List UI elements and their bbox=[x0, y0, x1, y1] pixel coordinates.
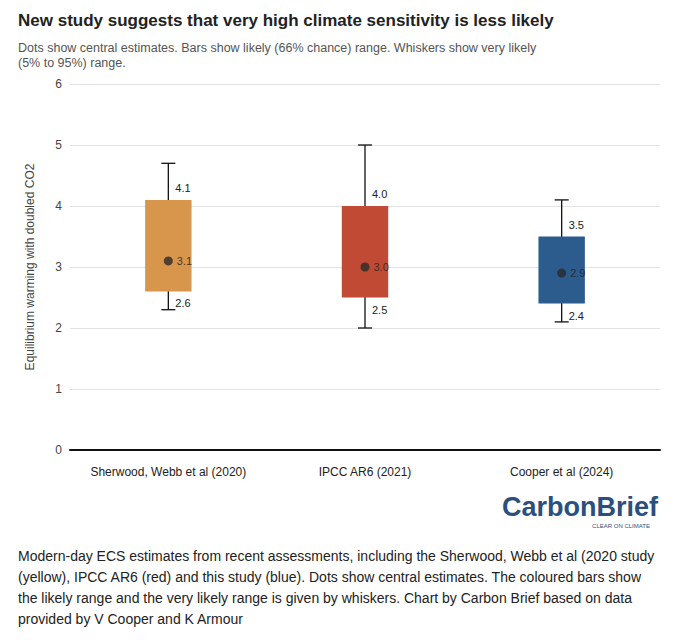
svg-text:New study suggests that very h: New study suggests that very high climat… bbox=[18, 11, 554, 30]
svg-text:4.0: 4.0 bbox=[372, 188, 387, 200]
svg-text:2.4: 2.4 bbox=[569, 310, 584, 322]
svg-text:2: 2 bbox=[55, 321, 62, 335]
svg-text:(5% to 95%) range.: (5% to 95%) range. bbox=[18, 56, 126, 70]
svg-text:5: 5 bbox=[55, 138, 62, 152]
svg-text:2.5: 2.5 bbox=[372, 304, 387, 316]
svg-text:CarbonBrief: CarbonBrief bbox=[502, 492, 659, 522]
svg-text:the likely range and the very: the likely range and the very likely ran… bbox=[18, 590, 636, 606]
svg-text:4: 4 bbox=[55, 199, 62, 213]
svg-text:4.1: 4.1 bbox=[175, 182, 190, 194]
svg-text:6: 6 bbox=[55, 77, 62, 91]
svg-text:1: 1 bbox=[55, 382, 62, 396]
svg-text:3.5: 3.5 bbox=[569, 219, 584, 231]
svg-text:IPCC AR6 (2021): IPCC AR6 (2021) bbox=[319, 465, 412, 479]
svg-text:Sherwood, Webb et al (2020): Sherwood, Webb et al (2020) bbox=[90, 465, 246, 479]
svg-text:0: 0 bbox=[55, 443, 62, 457]
svg-text:Modern-day ECS estimates from: Modern-day ECS estimates from recent ass… bbox=[18, 548, 658, 564]
svg-text:(yellow), IPCC AR6 (red) and t: (yellow), IPCC AR6 (red) and this study … bbox=[18, 569, 645, 585]
svg-text:Cooper et al (2024): Cooper et al (2024) bbox=[510, 465, 613, 479]
svg-text:provided by V Cooper and K Arm: provided by V Cooper and K Armour bbox=[18, 611, 243, 627]
svg-text:3.1: 3.1 bbox=[177, 255, 192, 267]
svg-text:3: 3 bbox=[55, 260, 62, 274]
svg-text:2.9: 2.9 bbox=[570, 267, 585, 279]
svg-text:Dots show central estimates. B: Dots show central estimates. Bars show l… bbox=[18, 41, 540, 55]
svg-text:3.0: 3.0 bbox=[374, 261, 389, 273]
svg-text:Equilibrium warming with doubl: Equilibrium warming with doubled CO2 bbox=[23, 163, 37, 370]
svg-text:2.6: 2.6 bbox=[175, 297, 190, 309]
svg-text:CLEAR ON CLIMATE: CLEAR ON CLIMATE bbox=[592, 523, 650, 529]
